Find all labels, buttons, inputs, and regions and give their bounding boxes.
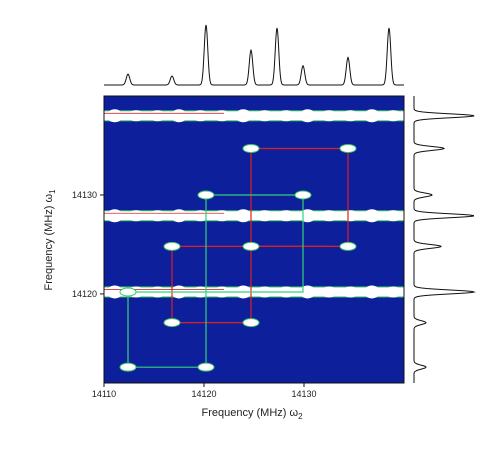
band-blob <box>171 109 187 123</box>
plot-background <box>104 96 404 383</box>
band-blob <box>128 210 145 222</box>
band-blob <box>385 210 402 222</box>
band-blob <box>321 110 337 122</box>
band-blob <box>342 286 359 298</box>
band-blob <box>321 210 337 222</box>
band-blob <box>192 110 209 122</box>
peak <box>119 362 137 372</box>
y-tick-label: 14130 <box>72 190 97 200</box>
band-blob <box>149 110 166 122</box>
x-tick-label: 14120 <box>191 389 216 399</box>
band-blob <box>213 110 230 122</box>
band-blob <box>385 286 402 298</box>
peak <box>163 318 181 328</box>
peak <box>242 143 260 153</box>
band-blob <box>106 285 123 299</box>
x-tick-label: 14110 <box>92 389 116 399</box>
band-blob <box>342 210 359 222</box>
band <box>104 211 404 221</box>
peak <box>197 362 215 372</box>
band-blob <box>363 209 380 223</box>
band-blob <box>278 210 295 222</box>
band-blob <box>278 110 295 122</box>
band-blob <box>299 209 316 223</box>
plot-area <box>103 95 405 384</box>
band <box>104 111 404 121</box>
peak <box>163 241 181 251</box>
x-tick-label: 14130 <box>291 389 316 399</box>
band-blob <box>213 210 230 222</box>
band-blob <box>106 109 123 123</box>
peak <box>339 143 357 153</box>
peaks-layer <box>119 143 357 372</box>
x-axis-ticks: 14110 14120 14130 <box>92 383 317 399</box>
peak <box>242 241 260 251</box>
band-blob <box>235 109 252 123</box>
band-blob <box>342 110 359 122</box>
band-blob <box>385 110 402 122</box>
y-tick-label: 14120 <box>72 289 97 299</box>
band-blob <box>106 209 123 223</box>
peak <box>197 190 215 200</box>
band-blob <box>235 209 252 223</box>
y-axis-ticks: 14120 14130 <box>72 190 104 299</box>
top-projection-trace <box>104 24 404 86</box>
plot-frame <box>103 95 405 384</box>
band-blob <box>256 110 273 122</box>
peak <box>119 287 137 297</box>
band-blob <box>256 210 273 222</box>
band-blob <box>363 285 380 299</box>
band-blob <box>149 210 166 222</box>
x-axis-label: Frequency (MHz) ω2 <box>201 407 303 421</box>
connection-loop <box>206 194 304 293</box>
band-blob <box>128 110 145 122</box>
band-blob <box>363 109 380 123</box>
peak <box>294 190 312 200</box>
peak <box>242 318 260 328</box>
band-blob <box>171 209 187 223</box>
band-blob <box>321 286 337 298</box>
band-blob <box>299 109 316 123</box>
peak <box>339 241 357 251</box>
y-axis-label: Frequency (MHz) ω1 <box>43 189 57 291</box>
right-projection-trace <box>413 96 476 383</box>
